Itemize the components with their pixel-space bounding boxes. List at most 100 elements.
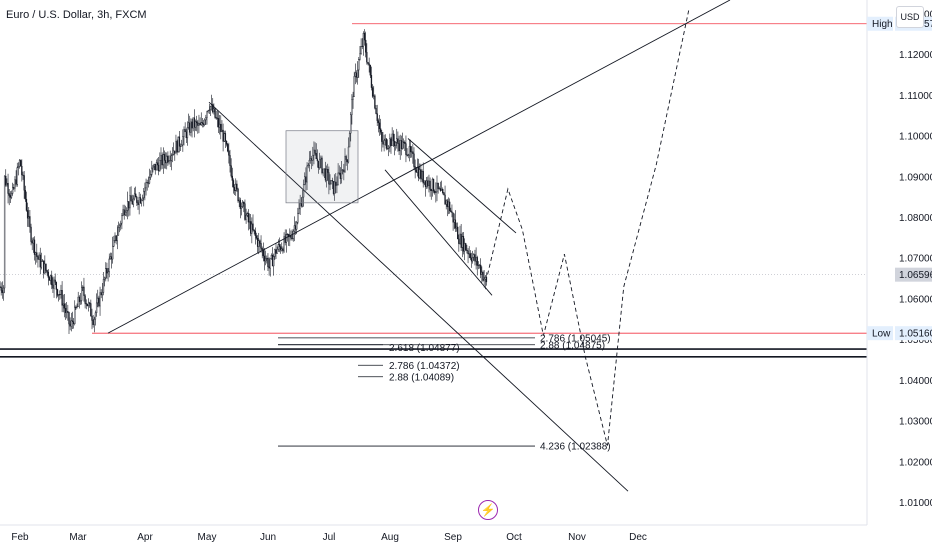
candle-body (405, 143, 407, 155)
candle-body (99, 292, 101, 307)
candle-body (484, 276, 486, 280)
candle-body (275, 249, 277, 254)
candle-body (87, 302, 90, 307)
candle-body (415, 169, 417, 173)
candle-body (462, 236, 465, 252)
candle-body (146, 182, 148, 184)
candle-body (155, 162, 158, 171)
candle-body (2, 287, 5, 293)
candle-body (365, 39, 367, 53)
candle-body (89, 302, 91, 304)
candle-body (110, 256, 113, 260)
candle-body (370, 75, 373, 88)
candle-body (166, 155, 168, 164)
candle-body (376, 113, 378, 121)
candle-body (382, 141, 384, 145)
candle-body (460, 233, 462, 248)
candle-body (429, 180, 431, 190)
candle-body (153, 164, 155, 167)
candle-body (311, 158, 313, 161)
candle-body (141, 197, 144, 201)
candle-body (354, 72, 356, 77)
candle-body (265, 258, 267, 262)
candle-body (218, 123, 221, 128)
candle-body (426, 180, 428, 187)
candle-body (434, 191, 436, 193)
candle-body (421, 171, 423, 180)
candle-body (348, 133, 351, 148)
y-tick-label: 1.05000 (899, 335, 932, 346)
candle-body (430, 189, 432, 192)
candle-body (321, 157, 323, 174)
currency-button[interactable]: USD (896, 6, 924, 28)
candle-body (386, 148, 389, 150)
current-price-marker-value: 1.06596 (899, 270, 932, 281)
candle-body (417, 167, 420, 179)
candle-body (213, 108, 215, 113)
candle-body (6, 183, 8, 186)
candle-body (291, 238, 293, 240)
candle-body (46, 270, 48, 273)
candle-body (463, 243, 466, 252)
x-tick-label: Aug (381, 532, 399, 543)
candle-body (400, 140, 402, 150)
y-tick-label: 1.02000 (899, 457, 932, 468)
candle-body (323, 168, 325, 170)
low-marker-tag: Low (872, 329, 891, 340)
candle-body (182, 136, 184, 146)
candle-body (297, 212, 299, 223)
candle-body (168, 160, 170, 163)
candle-body (250, 221, 252, 234)
candle-body (435, 191, 437, 193)
candle-body (126, 201, 129, 211)
lightning-bolt-icon[interactable]: ⚡ (478, 500, 498, 520)
candle-body (398, 143, 400, 152)
candle-body (359, 53, 361, 60)
candle-body (392, 133, 394, 142)
x-tick-label: Sep (444, 532, 462, 543)
candle-body (136, 196, 138, 203)
candle-body (37, 256, 39, 260)
candle-body (375, 107, 377, 114)
candle-body (59, 294, 61, 296)
candle-body (190, 121, 192, 133)
candle-body (171, 154, 174, 156)
candle-body (396, 138, 398, 143)
candle-body (324, 168, 327, 181)
candle-body (252, 223, 254, 230)
candle-body (374, 95, 376, 109)
candle-body (15, 179, 17, 185)
y-tick-label: 1.04000 (899, 376, 932, 387)
candle-body (54, 279, 56, 283)
candle-body (345, 156, 347, 160)
candle-body (378, 122, 381, 129)
candle-body (408, 146, 411, 156)
high-marker-tag-box (867, 16, 893, 31)
drawings (0, 0, 867, 492)
candle-body (116, 234, 118, 242)
candle-body (420, 169, 422, 180)
current-price-marker-box (895, 267, 932, 282)
candle-body (228, 150, 230, 156)
candle-body (52, 284, 54, 289)
candle-body (48, 277, 51, 281)
candle-body (186, 127, 189, 139)
y-tick-label: 1.11000 (899, 91, 932, 102)
candle-body (319, 159, 321, 169)
candle-body (124, 211, 127, 216)
candle-body (251, 223, 253, 234)
candle-body (17, 166, 20, 168)
candle-body (346, 159, 348, 163)
y-tick-label: 1.03000 (899, 417, 932, 428)
candle-body (248, 221, 251, 223)
candle-body (172, 150, 175, 155)
candle-body (200, 122, 202, 126)
candle-body (63, 303, 66, 309)
candle-body (118, 224, 121, 228)
candle-body (277, 244, 279, 250)
candle-body (377, 120, 379, 124)
channel-lower-line (384, 169, 493, 296)
candle-body (40, 261, 43, 268)
candle-body (427, 180, 429, 186)
